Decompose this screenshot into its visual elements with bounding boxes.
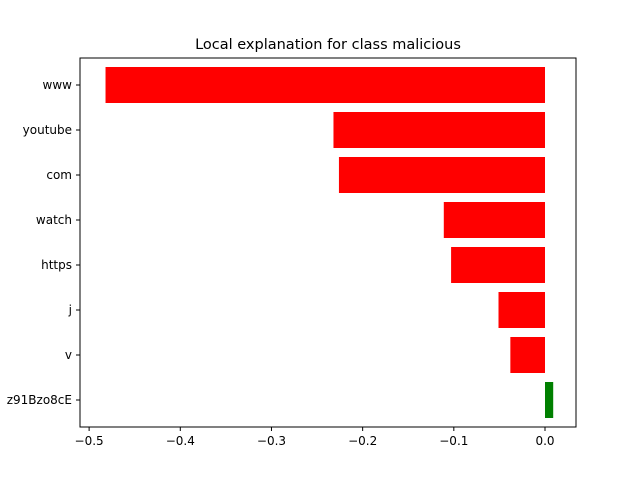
y-tick-label: j (68, 303, 72, 317)
bar-v (510, 337, 545, 373)
x-axis-ticks: −0.5 −0.4 −0.3 −0.2 −0.1 0.0 (75, 427, 555, 448)
bar-https (451, 247, 545, 283)
y-tick-label: watch (36, 213, 72, 227)
y-tick-label: www (43, 78, 73, 92)
plot-frame (79, 57, 577, 428)
x-tick-label: −0.5 (75, 434, 104, 448)
x-tick-label: −0.1 (439, 434, 468, 448)
bar-j (498, 292, 545, 328)
bar-watch (443, 202, 545, 238)
bars-group (105, 67, 554, 418)
bar-z91Bzo8cE (545, 382, 554, 418)
y-tick-label: youtube (23, 123, 72, 137)
x-tick-label: 0.0 (535, 434, 554, 448)
y-axis-ticks: www youtube com watch https j v z91Bzo8cE (7, 78, 80, 407)
bar-com (338, 157, 545, 193)
bar-youtube (333, 112, 545, 148)
y-tick-label: https (41, 258, 72, 272)
x-tick-label: −0.3 (257, 434, 286, 448)
x-tick-label: −0.2 (348, 434, 377, 448)
y-tick-label: com (46, 168, 72, 182)
chart-title: Local explanation for class malicious (195, 37, 461, 53)
y-tick-label: v (65, 348, 72, 362)
bar-www (105, 67, 545, 103)
x-tick-label: −0.4 (166, 434, 195, 448)
y-tick-label: z91Bzo8cE (7, 393, 72, 407)
